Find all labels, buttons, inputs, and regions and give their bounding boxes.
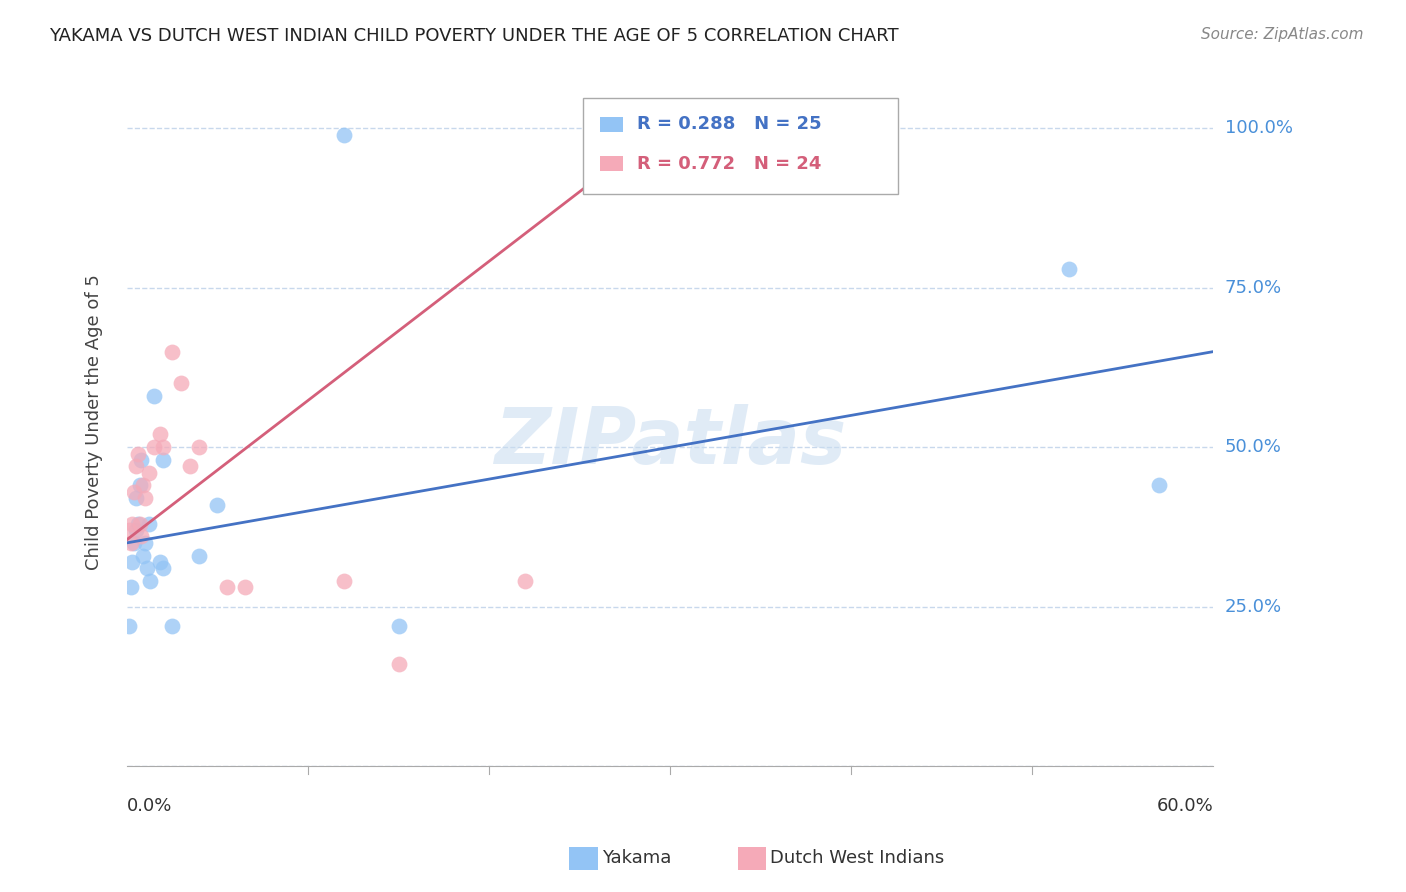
Point — [132, 549, 155, 563]
Point — [122, 536, 145, 550]
Point — [233, 581, 256, 595]
Point — [179, 459, 201, 474]
Point — [131, 453, 153, 467]
Point — [1147, 478, 1170, 492]
Point — [127, 516, 149, 531]
Point — [659, 128, 682, 142]
Text: R = 0.772   N = 24: R = 0.772 N = 24 — [637, 154, 821, 172]
Point — [188, 440, 211, 454]
Point — [148, 555, 170, 569]
Point — [134, 536, 156, 550]
Point — [125, 523, 148, 537]
Text: Dutch West Indians: Dutch West Indians — [770, 849, 945, 867]
Point — [128, 478, 150, 492]
Point — [160, 344, 183, 359]
Point — [125, 459, 148, 474]
Text: 60.0%: 60.0% — [1157, 797, 1213, 814]
Point — [333, 128, 356, 142]
Point — [138, 466, 160, 480]
Text: YAKAMA VS DUTCH WEST INDIAN CHILD POVERTY UNDER THE AGE OF 5 CORRELATION CHART: YAKAMA VS DUTCH WEST INDIAN CHILD POVERT… — [49, 27, 898, 45]
Point — [215, 581, 238, 595]
Point — [121, 516, 143, 531]
Point — [188, 549, 211, 563]
Text: 75.0%: 75.0% — [1225, 279, 1282, 297]
Point — [387, 619, 409, 633]
Point — [207, 498, 229, 512]
Text: 100.0%: 100.0% — [1225, 120, 1292, 137]
Point — [122, 484, 145, 499]
Point — [152, 440, 174, 454]
Point — [1057, 261, 1080, 276]
Point — [170, 376, 193, 391]
FancyBboxPatch shape — [583, 98, 898, 194]
Text: ZIPatlas: ZIPatlas — [494, 404, 846, 481]
Point — [120, 536, 142, 550]
Text: 0.0%: 0.0% — [127, 797, 173, 814]
Point — [118, 523, 141, 537]
FancyBboxPatch shape — [599, 117, 623, 132]
Point — [118, 619, 141, 633]
Point — [131, 529, 153, 543]
Point — [160, 619, 183, 633]
Text: R = 0.288   N = 25: R = 0.288 N = 25 — [637, 115, 821, 133]
Point — [134, 491, 156, 506]
Point — [138, 516, 160, 531]
Point — [152, 453, 174, 467]
FancyBboxPatch shape — [599, 156, 623, 171]
Point — [152, 561, 174, 575]
Y-axis label: Child Poverty Under the Age of 5: Child Poverty Under the Age of 5 — [86, 274, 103, 570]
Point — [148, 427, 170, 442]
Point — [333, 574, 356, 588]
Point — [132, 478, 155, 492]
Point — [135, 561, 157, 575]
Point — [387, 657, 409, 671]
Text: 25.0%: 25.0% — [1225, 598, 1282, 615]
Point — [143, 389, 166, 403]
Point — [121, 555, 143, 569]
Point — [125, 491, 148, 506]
Point — [139, 574, 162, 588]
Text: Yakama: Yakama — [602, 849, 671, 867]
Point — [515, 574, 537, 588]
Point — [127, 447, 149, 461]
Text: 50.0%: 50.0% — [1225, 438, 1281, 456]
Point — [128, 516, 150, 531]
Point — [120, 581, 142, 595]
Text: Source: ZipAtlas.com: Source: ZipAtlas.com — [1201, 27, 1364, 42]
Point — [143, 440, 166, 454]
